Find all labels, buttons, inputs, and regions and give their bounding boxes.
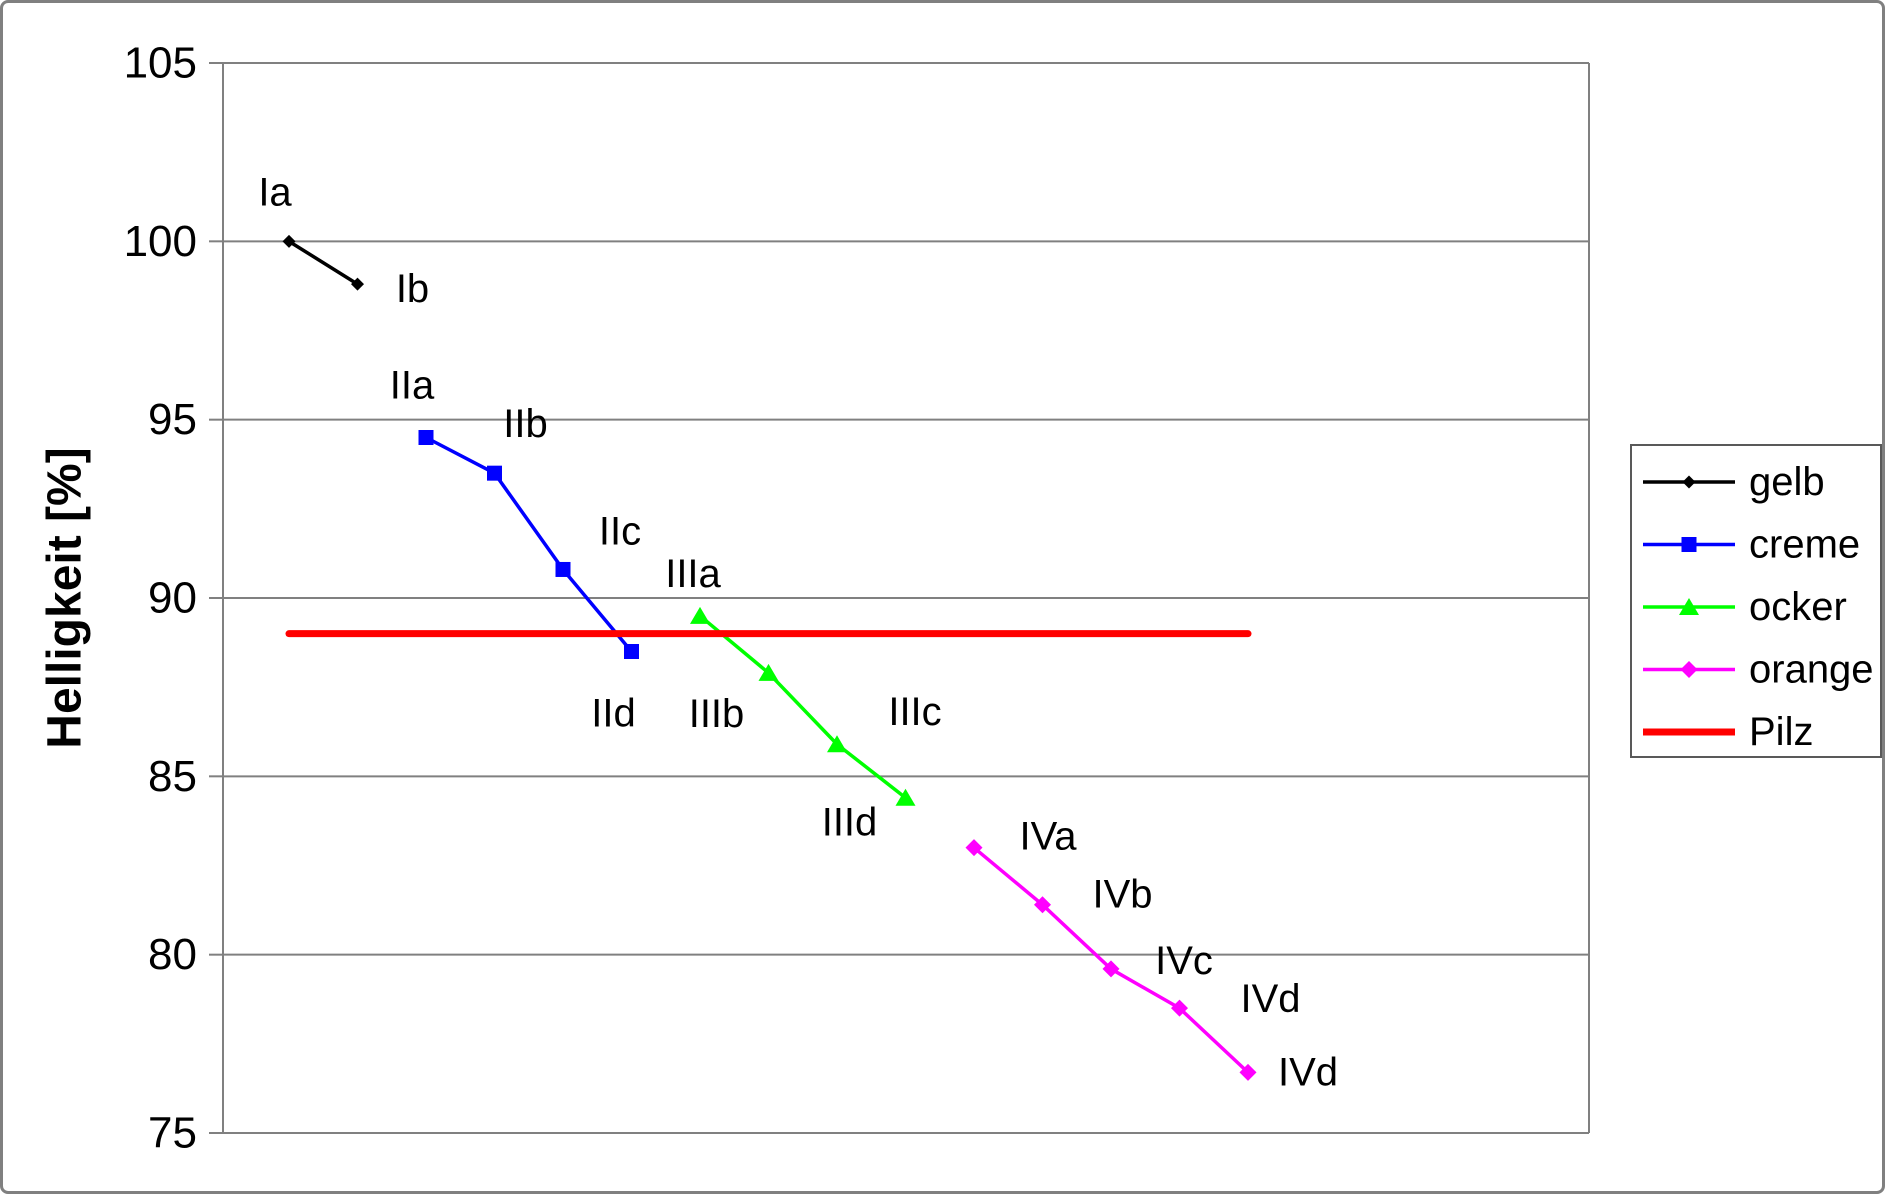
triangle-marker [827,735,847,753]
diamond-marker [351,277,364,291]
diamond-marker [1682,475,1696,489]
legend-label: orange [1749,648,1874,692]
y-tick-label: 100 [124,217,197,266]
series-line-ocker [698,614,908,800]
square-marker [1681,537,1697,552]
triangle-marker [690,606,710,624]
square-marker [624,644,639,659]
data-label: IVa [1019,815,1077,859]
diamond-marker [1034,896,1051,914]
legend-label: creme [1749,523,1860,567]
series-line-creme [424,435,634,654]
y-tick-label: 95 [148,395,197,444]
data-label: IIa [390,364,435,408]
legend-label: gelb [1749,460,1825,504]
legend-entry-orange: orange [1643,648,1874,692]
y-tick-label: 80 [148,930,197,979]
legend-entry-Pilz: Pilz [1643,710,1813,754]
series-ocker: IIIa IIIb IIIc IIId [665,552,941,845]
legend-entry-creme: creme [1643,523,1860,567]
diamond-marker [1239,1063,1257,1081]
y-tick-label: 90 [148,574,197,623]
series-creme: IIa IIb IIc IId [390,364,641,736]
square-marker [487,465,502,481]
y-tick-label: 85 [148,752,197,801]
diamond-marker [1171,999,1188,1017]
square-marker [555,561,571,577]
triangle-marker [895,788,916,806]
data-label: IIb [503,402,547,446]
data-label: IVd [1240,977,1300,1021]
series-gelb: Ia Ib [258,170,429,311]
data-label: IIIb [689,692,745,736]
legend-label: Pilz [1749,710,1813,754]
legend-entry-ocker: ocker [1643,585,1847,629]
data-label: IIIa [665,552,721,596]
legend-label: ocker [1749,585,1847,629]
legend: gelb creme ocker orange Pilz [1630,444,1882,758]
data-label: IId [591,692,635,736]
square-marker [418,430,434,445]
triangle-marker [758,663,779,681]
y-tick-label: 75 [148,1109,197,1158]
diamond-marker [1102,960,1120,978]
data-label: Ib [396,267,429,311]
series-line-gelb [287,239,360,286]
y-axis-title: Helligkeit [%] [39,447,92,748]
data-label: IIIc [888,690,941,734]
diamond-marker [282,234,296,248]
data-label: IVd [1278,1050,1338,1094]
y-tick-label: 105 [124,39,197,88]
data-label: IVb [1092,873,1152,917]
data-label: IVc [1155,939,1213,983]
legend-box [1630,444,1882,758]
diamond-marker [965,839,983,857]
chart-svg: 105 100 95 90 85 80 75 Helligkeit [%] Ia Ib IIa IIb… [39,39,1882,1158]
data-label: Ia [258,170,292,214]
triangle-marker [1679,598,1699,615]
data-label: IIc [599,509,641,553]
legend-entry-gelb: gelb [1643,460,1825,504]
data-label: IIId [822,801,878,845]
diamond-marker [1680,661,1698,678]
